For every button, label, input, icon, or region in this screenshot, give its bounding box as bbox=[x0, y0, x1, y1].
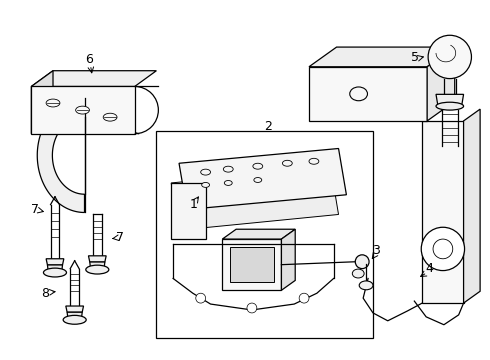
Circle shape bbox=[355, 255, 369, 269]
Text: 7: 7 bbox=[116, 231, 124, 244]
Circle shape bbox=[428, 35, 471, 78]
Polygon shape bbox=[31, 71, 156, 86]
Circle shape bbox=[196, 293, 206, 303]
Circle shape bbox=[247, 303, 257, 313]
Polygon shape bbox=[171, 167, 339, 230]
Ellipse shape bbox=[75, 106, 90, 114]
Polygon shape bbox=[436, 94, 464, 106]
Polygon shape bbox=[90, 262, 105, 270]
Polygon shape bbox=[31, 71, 53, 134]
Ellipse shape bbox=[359, 281, 373, 290]
Text: 8: 8 bbox=[41, 287, 49, 300]
Circle shape bbox=[433, 239, 453, 259]
Ellipse shape bbox=[253, 163, 263, 169]
Polygon shape bbox=[230, 247, 273, 282]
Polygon shape bbox=[179, 148, 346, 210]
Polygon shape bbox=[222, 229, 295, 239]
Polygon shape bbox=[89, 256, 106, 262]
Polygon shape bbox=[309, 47, 455, 67]
Ellipse shape bbox=[352, 269, 364, 278]
Circle shape bbox=[299, 293, 309, 303]
Ellipse shape bbox=[254, 177, 262, 183]
Text: 6: 6 bbox=[85, 53, 94, 66]
Ellipse shape bbox=[86, 265, 109, 274]
Polygon shape bbox=[422, 121, 464, 303]
Circle shape bbox=[421, 227, 465, 271]
Polygon shape bbox=[427, 47, 455, 121]
Polygon shape bbox=[37, 98, 84, 212]
Ellipse shape bbox=[63, 315, 86, 324]
Polygon shape bbox=[464, 109, 480, 303]
Polygon shape bbox=[309, 67, 427, 121]
Polygon shape bbox=[67, 312, 82, 320]
Ellipse shape bbox=[103, 113, 117, 121]
Ellipse shape bbox=[309, 158, 319, 164]
Polygon shape bbox=[31, 86, 135, 134]
Text: 4: 4 bbox=[425, 262, 433, 275]
Polygon shape bbox=[46, 259, 64, 265]
Polygon shape bbox=[171, 183, 206, 239]
Polygon shape bbox=[156, 131, 373, 338]
Polygon shape bbox=[48, 265, 63, 273]
Ellipse shape bbox=[46, 99, 60, 107]
Text: 3: 3 bbox=[372, 244, 380, 257]
Ellipse shape bbox=[436, 102, 464, 110]
Ellipse shape bbox=[350, 87, 368, 101]
Text: 7: 7 bbox=[31, 203, 39, 216]
Text: 2: 2 bbox=[264, 120, 271, 133]
Text: 5: 5 bbox=[411, 51, 419, 64]
Polygon shape bbox=[222, 239, 281, 290]
Ellipse shape bbox=[201, 169, 211, 175]
Ellipse shape bbox=[282, 160, 292, 166]
Polygon shape bbox=[281, 229, 295, 290]
Ellipse shape bbox=[224, 180, 232, 185]
Text: 1: 1 bbox=[190, 198, 198, 211]
Ellipse shape bbox=[223, 166, 233, 172]
Polygon shape bbox=[66, 306, 83, 312]
Ellipse shape bbox=[44, 268, 67, 277]
Ellipse shape bbox=[202, 183, 210, 188]
